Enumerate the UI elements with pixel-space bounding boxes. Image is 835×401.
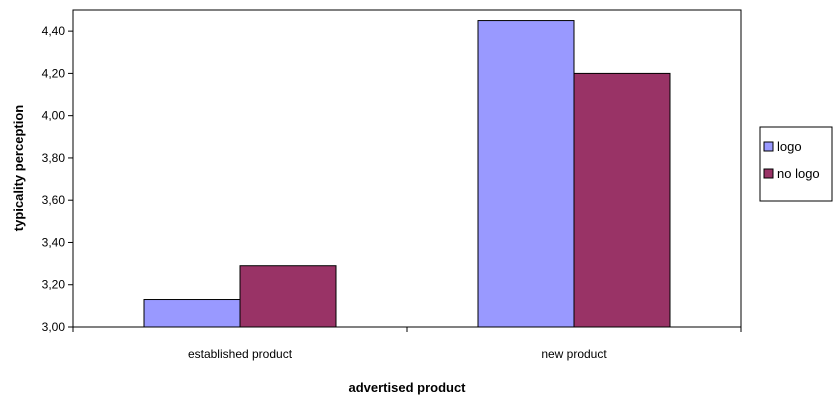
bars-group	[143, 20, 671, 328]
bar-logo-1	[477, 20, 575, 328]
y-tick-label: 4,20	[42, 66, 66, 80]
y-tick-label: 4,40	[42, 24, 66, 38]
y-tick-label: 4,00	[42, 109, 66, 123]
x-axis-title: advertised product	[348, 380, 466, 395]
legend-swatch	[763, 141, 774, 152]
y-axis-title: typicality perception	[11, 105, 26, 231]
legend-swatch	[763, 168, 774, 179]
y-tick-label: 3,60	[42, 193, 66, 207]
y-tick-label: 3,80	[42, 151, 66, 165]
x-tick-label: established product	[188, 347, 293, 361]
bar-no-logo-0	[239, 265, 337, 328]
y-tick-label: 3,20	[42, 278, 66, 292]
legend-label: no logo	[777, 166, 820, 181]
legend-label: logo	[777, 139, 802, 154]
y-tick-label: 3,40	[42, 235, 66, 249]
y-axis: 3,00 3,20 3,40 3,60 3,80 4,00 4,20 4,40	[42, 24, 73, 334]
x-tick-label: new product	[541, 347, 607, 361]
x-axis: established product new product	[72, 327, 742, 361]
y-tick-label: 3,00	[42, 320, 66, 334]
bar-logo-0	[143, 299, 241, 328]
legend-box	[759, 126, 833, 202]
legend: logo no logo	[759, 126, 833, 202]
bar-no-logo-1	[573, 72, 671, 328]
